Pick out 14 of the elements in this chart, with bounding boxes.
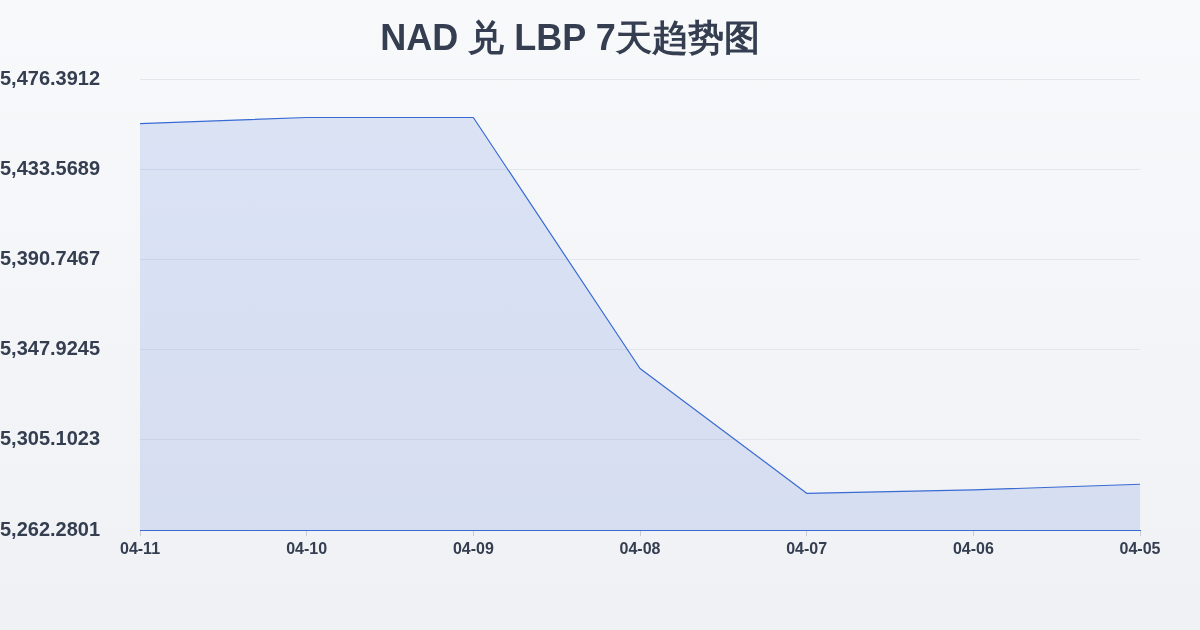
x-tick-label: 04-08	[619, 540, 661, 558]
y-tick-label: 5,390.7467	[0, 247, 101, 270]
y-tick-label: 5,305.1023	[0, 427, 101, 450]
x-tick-label: 04-05	[1119, 540, 1161, 558]
x-tick-label: 04-06	[952, 540, 994, 558]
y-tick-label: 5,347.9245	[0, 337, 101, 360]
x-tick-label: 04-10	[286, 540, 328, 558]
x-tick-label: 04-11	[119, 540, 161, 558]
y-tick-label: 5,262.2801	[0, 517, 101, 540]
y-tick-label: 5,476.3912	[0, 66, 101, 89]
y-tick-label: 5,433.5689	[0, 156, 101, 179]
chart-title: NAD 兑 LBP 7天趋势图	[380, 16, 760, 58]
x-tick-label: 04-09	[452, 540, 494, 558]
x-tick-label: 04-07	[786, 540, 828, 558]
